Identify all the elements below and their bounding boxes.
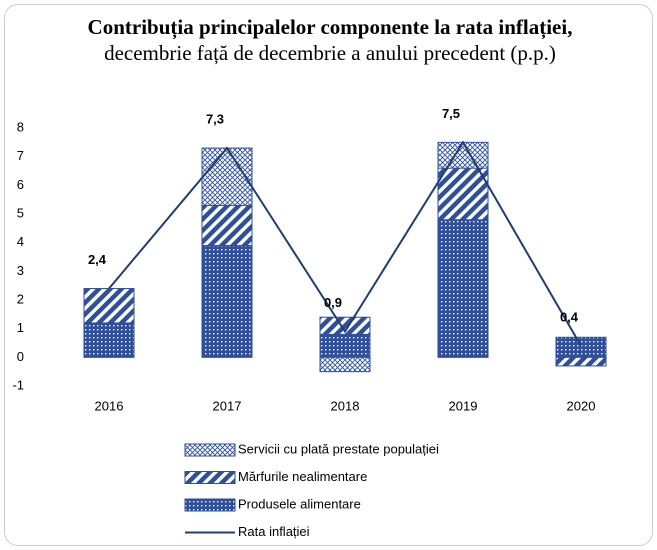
- bar-segment: [437, 219, 489, 358]
- y-tick-label: 6: [17, 177, 24, 192]
- bar-segment: [319, 333, 371, 358]
- x-tick-label: 2018: [331, 398, 360, 413]
- legend-label: Servicii cu plată prestate populației: [238, 441, 439, 456]
- bar-segment: [201, 245, 253, 358]
- bar-segment: [83, 288, 135, 324]
- bar-segment: [437, 167, 489, 221]
- legend-swatch: [184, 443, 236, 457]
- data-label: 2,4: [88, 252, 107, 267]
- title-rest: decembrie față de decembrie a anului pre…: [104, 41, 556, 65]
- bar-segment: [83, 322, 135, 358]
- legend-swatch: [184, 471, 236, 484]
- y-tick-label: -1: [12, 377, 24, 392]
- y-tick-label: 2: [17, 291, 24, 306]
- bar-segment: [201, 204, 253, 247]
- bar-segment: [555, 356, 607, 367]
- legend-swatch: [184, 498, 236, 512]
- legend-label: Produsele alimentare: [238, 496, 361, 511]
- chart-title: Contribuția principalelor componente la …: [60, 14, 600, 66]
- legend-label: Mărfurile nealimentare: [238, 469, 367, 484]
- title-bold: Contribuția principalelor componente la …: [87, 15, 573, 39]
- y-tick-label: 3: [17, 263, 24, 278]
- inflation-line: [108, 140, 582, 347]
- x-tick-label: 2019: [449, 398, 478, 413]
- data-label: 0,9: [324, 295, 342, 310]
- x-tick-label: 2017: [213, 398, 242, 413]
- chart-card: [4, 4, 653, 546]
- legend-label: Rata inflației: [238, 524, 310, 539]
- x-tick-label: 2020: [567, 398, 596, 413]
- y-tick-label: 1: [17, 320, 24, 335]
- y-tick-label: 4: [17, 234, 24, 249]
- bar-segment: [555, 336, 607, 358]
- bar-segment: [437, 141, 489, 169]
- data-label: 7,5: [442, 106, 460, 121]
- y-tick-label: 0: [17, 349, 24, 364]
- bar-segment: [319, 316, 371, 335]
- y-tick-label: 7: [17, 148, 24, 163]
- data-label: 7,3: [206, 112, 224, 127]
- x-tick-label: 2016: [95, 398, 124, 413]
- y-tick-label: 8: [17, 119, 24, 134]
- bar-segment: [319, 356, 371, 373]
- data-label: 0,4: [560, 309, 579, 324]
- y-tick-label: 5: [17, 205, 24, 220]
